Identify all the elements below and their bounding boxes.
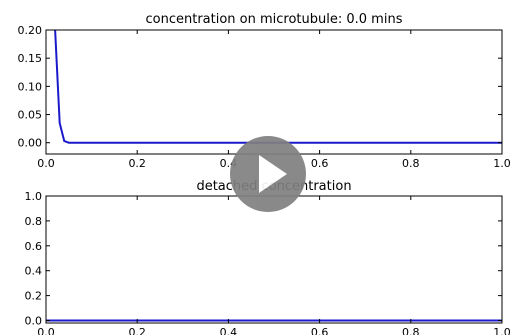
chart2-x-tick-label-1: 0.2 [128,326,146,335]
chart1-series-line-0 [54,30,502,144]
chart2-y-tick-label-3: 0.6 [25,240,43,253]
chart2-axes-frame [45,195,503,324]
chart2-y-tick-label-0: 0.0 [25,315,43,328]
chart1-y-tick-label-4: 0.20 [18,24,43,37]
chart2-x-tick-label-0: 0.0 [37,326,55,335]
chart1-x-tick-label-0: 0.0 [37,157,55,170]
chart1-x-tick-label-1: 0.2 [128,157,146,170]
chart2-y-tick-label-4: 0.8 [25,215,43,228]
play-button[interactable]: Play [230,136,306,212]
chart2-x-tick-label-2: 0.4 [220,326,238,335]
play-icon [259,155,287,193]
chart2-y-tick-label-1: 0.2 [25,290,43,303]
chart2-y-tick-label-2: 0.4 [25,265,43,278]
chart1-y-tick-label-1: 0.05 [18,109,43,122]
chart1-series-group [54,30,502,144]
chart1-x-tick-label-5: 1.0 [493,157,511,170]
chart2-x-tick-label-4: 0.8 [402,326,420,335]
chart2-y-tick-label-5: 1.0 [25,190,43,203]
chart1-y-tick-label-0: 0.00 [18,137,43,150]
chart1-x-tick-label-4: 0.8 [402,157,420,170]
chart2-x-tick-label-5: 1.0 [493,326,511,335]
chart1-y-tick-label-2: 0.10 [18,80,43,93]
chart2-x-tick-label-3: 0.6 [311,326,329,335]
chart1-x-tick-label-3: 0.6 [311,157,329,170]
chart1-title: concentration on microtubule: 0.0 mins [146,12,403,27]
chart1-y-tick-label-3: 0.15 [18,52,43,65]
